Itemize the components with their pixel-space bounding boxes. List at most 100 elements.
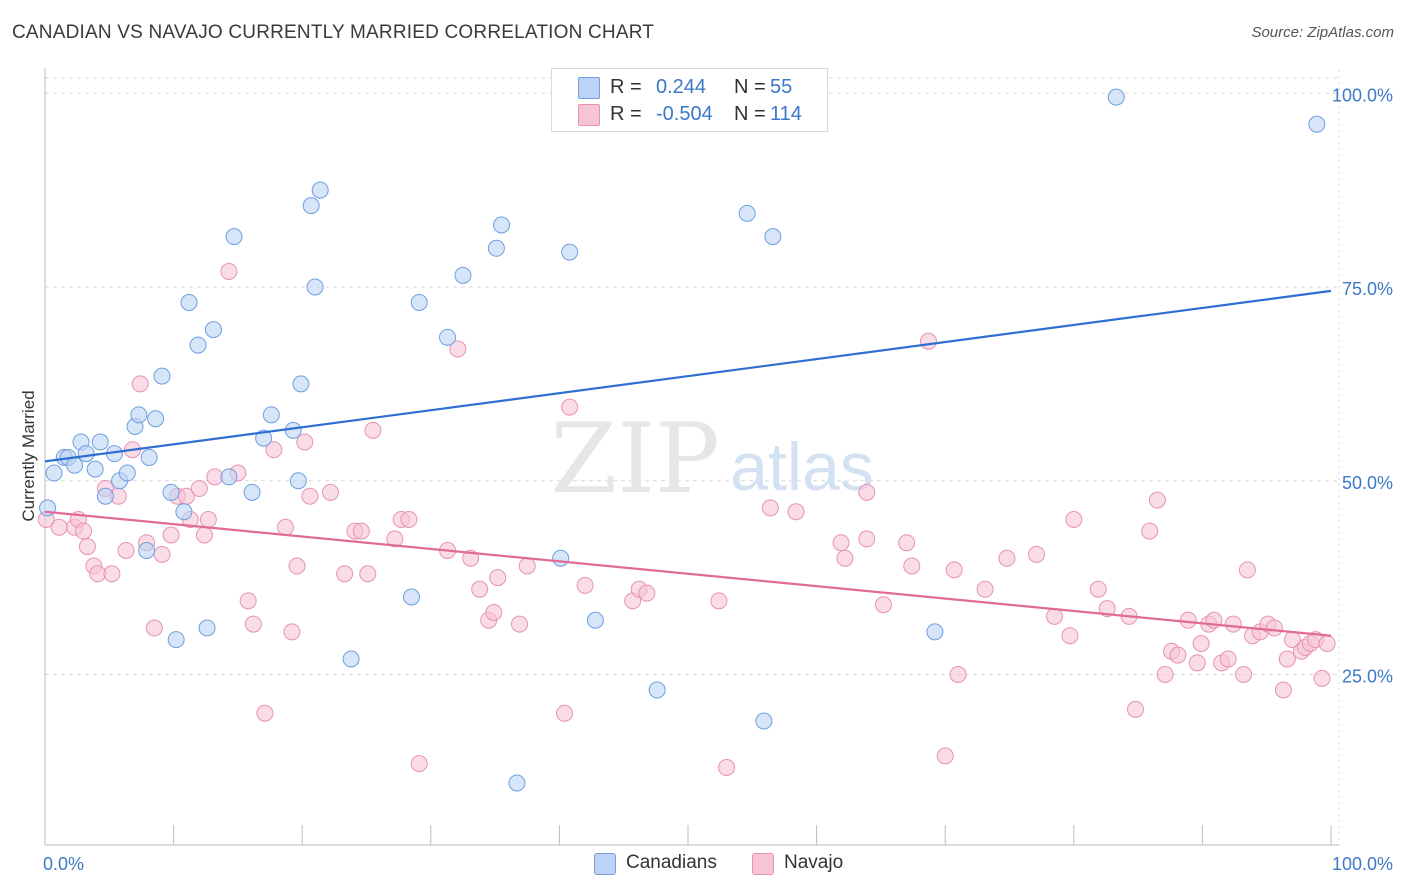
navajo-point xyxy=(718,759,736,776)
canadians-point xyxy=(162,483,180,501)
navajo-point xyxy=(874,596,892,614)
canadians-point xyxy=(292,375,310,393)
navajo-point xyxy=(1089,580,1107,598)
axes xyxy=(44,68,1339,846)
canadians-point xyxy=(175,503,193,521)
navajo-point xyxy=(75,522,93,540)
r-label: R = xyxy=(610,76,642,98)
navajo-point xyxy=(1278,650,1296,668)
navajo-point xyxy=(998,549,1016,567)
navajo-point xyxy=(919,332,937,350)
canadians-point xyxy=(96,487,114,505)
navajo-point xyxy=(976,580,994,598)
canadians-point xyxy=(410,294,428,311)
trend-lines xyxy=(44,289,1332,637)
r-label: R = xyxy=(610,103,642,125)
canadians-point xyxy=(586,611,604,629)
canadians-point xyxy=(454,266,472,284)
canadians-point xyxy=(147,410,165,428)
navajo-point xyxy=(1046,607,1064,625)
navajo-point xyxy=(89,565,107,583)
navajo-point xyxy=(283,623,301,641)
canadians-point xyxy=(262,406,280,424)
n-label: N = xyxy=(734,103,766,125)
navajo-point xyxy=(1061,627,1079,645)
canadians-point xyxy=(180,294,198,311)
canadians-swatch xyxy=(594,853,616,875)
n-value: 114 xyxy=(770,103,802,125)
canadians-point xyxy=(755,712,773,730)
navajo-point xyxy=(1098,600,1116,618)
navajo-point xyxy=(1156,666,1174,683)
canadians-point xyxy=(306,278,324,296)
canadians-point xyxy=(86,460,104,478)
navajo-point xyxy=(162,526,180,544)
canadians-point xyxy=(289,472,307,490)
navajo-point xyxy=(556,704,574,722)
navajo-point xyxy=(1224,615,1242,633)
canadians-point xyxy=(1308,115,1326,133)
navajo-point xyxy=(410,755,428,773)
canadians-point xyxy=(284,421,302,439)
navajo-point xyxy=(359,565,377,583)
navajo-point xyxy=(1265,619,1283,637)
watermark-atlas: atlas xyxy=(730,429,874,505)
navajo-point xyxy=(145,619,163,637)
navajo-point xyxy=(220,263,238,280)
canadians-point xyxy=(508,774,526,792)
canadians-point xyxy=(91,433,109,451)
canadians-point xyxy=(220,468,238,486)
navajo-point xyxy=(288,557,306,575)
navajo-point xyxy=(50,518,68,536)
tick-labels: 25.0% 50.0% 75.0% 100.0% 0.0% 100.0% xyxy=(43,85,1393,874)
navajo-point xyxy=(78,538,96,556)
canadians-point xyxy=(439,328,457,346)
navajo-point xyxy=(244,615,262,633)
navajo-point xyxy=(1169,646,1187,664)
canadians-point xyxy=(138,542,156,559)
r-value: 0.244 xyxy=(656,76,707,98)
x-tick-label: 100.0% xyxy=(1332,854,1393,874)
navajo-point xyxy=(489,569,507,587)
navajo-point xyxy=(301,487,319,505)
legend-label-canadians: Canadians xyxy=(626,852,717,873)
navajo-point xyxy=(1219,650,1237,668)
navajo-point xyxy=(787,503,805,521)
navajo-point xyxy=(1127,700,1145,718)
navajo-point xyxy=(832,534,850,552)
navajo-point xyxy=(1274,681,1292,699)
y-tick-label: 100.0% xyxy=(1332,85,1393,105)
canadians-point xyxy=(204,321,222,339)
x-tick-label: 0.0% xyxy=(43,854,84,874)
navajo-point xyxy=(190,480,208,497)
navajo-swatch xyxy=(578,104,600,126)
navajo-point xyxy=(400,511,418,528)
canadians-swatch xyxy=(578,77,600,99)
navajo-point xyxy=(761,499,779,517)
canadians-point xyxy=(243,483,261,501)
watermark: ZIP atlas xyxy=(550,403,873,515)
n-value: 55 xyxy=(770,76,793,98)
navajo-point xyxy=(485,604,503,621)
navajo-point xyxy=(561,398,579,416)
navajo-point xyxy=(103,565,121,583)
canadians-point xyxy=(487,239,505,257)
navajo-point xyxy=(1313,669,1331,687)
canadians-point xyxy=(77,445,95,463)
canadians-point xyxy=(140,449,158,466)
navajo-point xyxy=(836,549,854,567)
navajo-point xyxy=(945,561,963,579)
stats-legend: R = 0.244 N = 55 R = -0.504 N = 114 xyxy=(551,68,828,132)
canadians-point xyxy=(118,464,136,482)
navajo-point xyxy=(898,534,916,552)
canadians-point xyxy=(167,631,185,649)
y-axis-label: Currently Married xyxy=(19,390,38,521)
chart-title: CANADIAN VS NAVAJO CURRENTLY MARRIED COR… xyxy=(12,22,655,43)
chart-source: Source: ZipAtlas.com xyxy=(1251,24,1394,41)
n-label: N = xyxy=(734,76,766,98)
canadians-point xyxy=(1107,88,1125,106)
navajo-point xyxy=(296,433,314,451)
canadians-point xyxy=(926,623,944,641)
legend-label-navajo: Navajo xyxy=(784,852,844,873)
